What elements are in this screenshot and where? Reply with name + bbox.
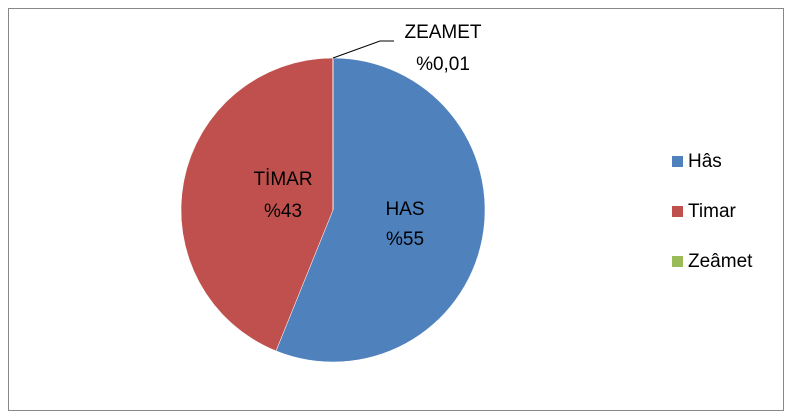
- data-label-value: %55: [386, 229, 424, 250]
- legend-swatch: [672, 206, 683, 217]
- leader-line: [332, 40, 394, 59]
- legend-swatch: [672, 156, 683, 167]
- legend-label: Zeâmet: [688, 251, 753, 272]
- data-label-name: TİMAR: [253, 169, 312, 190]
- data-label-name: ZEAMET: [404, 22, 481, 43]
- data-label-value: %0,01: [416, 54, 470, 75]
- data-label-name: HAS: [385, 199, 424, 220]
- pie-slice: [180, 57, 334, 352]
- legend-swatch: [672, 256, 683, 267]
- data-label-value: %43: [264, 201, 302, 222]
- pie-slice: [275, 57, 486, 363]
- legend-label: Hâs: [688, 151, 722, 172]
- legend-label: Timar: [688, 201, 737, 222]
